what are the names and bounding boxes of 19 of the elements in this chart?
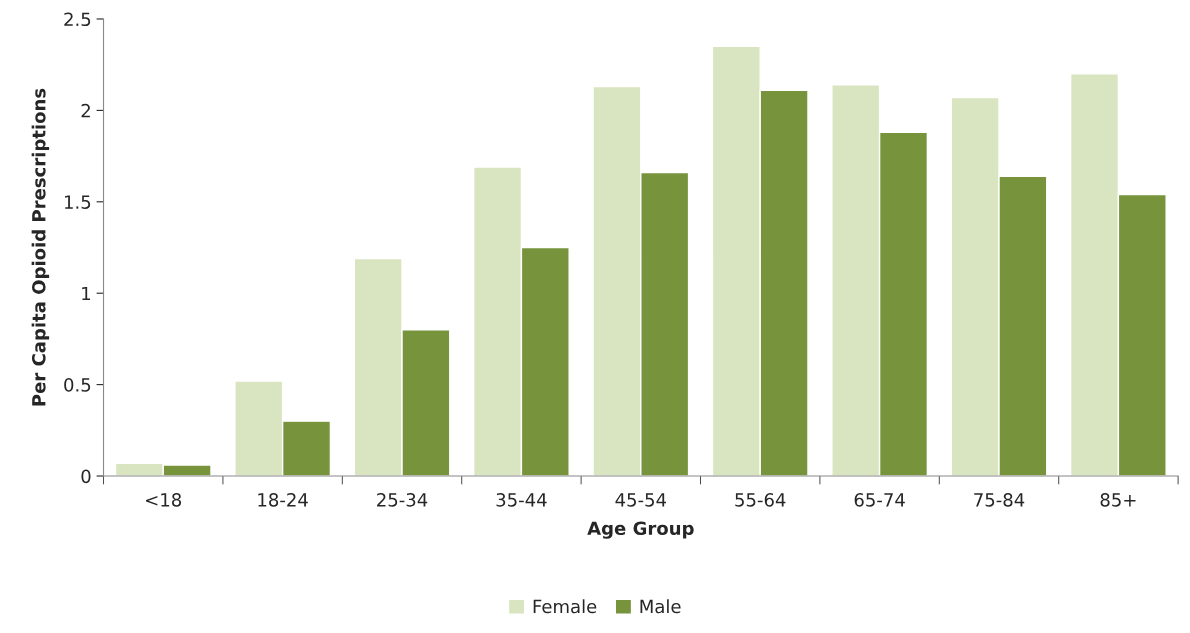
y-tick-label: 1	[82, 286, 91, 301]
y-tick-label: 0.5	[64, 378, 91, 392]
x-axis-title: Age Group	[587, 521, 694, 539]
x-tick-label: 75-84	[974, 493, 1025, 507]
y-tick-label: 1.5	[64, 195, 91, 209]
x-tick-label: <18	[146, 493, 182, 507]
x-tick-label: 35-44	[496, 493, 547, 507]
y-tick-label: 2.5	[64, 12, 91, 27]
x-tick-label: 25-34	[377, 493, 428, 507]
y-tick-label: 2	[81, 103, 90, 118]
x-tick-label: 55-64	[735, 493, 786, 507]
x-tick-label: 45-54	[615, 493, 667, 507]
legend-label: Female	[533, 599, 597, 614]
y-axis-title: Per Capita Opioid Prescriptions	[31, 88, 50, 406]
x-tick-label: 65-74	[854, 493, 905, 507]
x-tick-label: 18-24	[258, 493, 308, 507]
x-tick-label: 85+	[1100, 493, 1136, 507]
y-tick-label: 0	[81, 469, 91, 484]
legend-label: Male	[640, 599, 681, 614]
